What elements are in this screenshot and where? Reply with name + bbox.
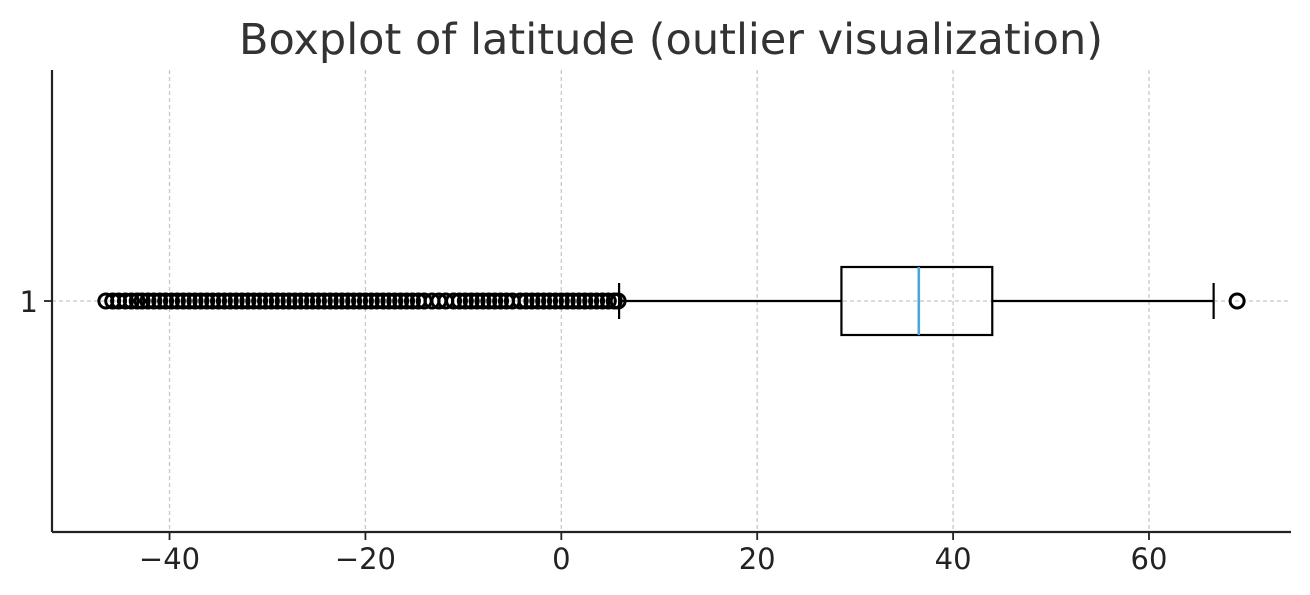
- outlier-point: [474, 292, 492, 310]
- outlier-point: [251, 292, 269, 310]
- outlier-point: [122, 292, 140, 310]
- outlier-point: [492, 292, 510, 310]
- outlier-point: [529, 292, 547, 310]
- outlier-point: [570, 292, 588, 310]
- outlier-point: [535, 292, 553, 310]
- outlier-point: [116, 292, 134, 310]
- outlier-point: [546, 292, 564, 310]
- outlier-point: [245, 292, 263, 310]
- tick-labels: −40 −20 0 20 40 60 1: [20, 285, 1168, 576]
- outlier-point: [558, 292, 576, 310]
- outlier-point: [151, 292, 169, 310]
- outlier-point: [145, 292, 163, 310]
- box-group: [617, 265, 1215, 337]
- outlier-point: [480, 292, 498, 310]
- outlier-point: [192, 292, 210, 310]
- outlier-point: [1228, 292, 1246, 310]
- outlier-point: [564, 292, 582, 310]
- outlier-point: [180, 292, 198, 310]
- outlier-point: [321, 292, 339, 310]
- outlier-point: [403, 292, 421, 310]
- outlier-point: [386, 292, 404, 310]
- outlier-point: [468, 292, 486, 310]
- outlier-point: [274, 292, 292, 310]
- outlier-point: [599, 292, 617, 310]
- outlier-point: [582, 292, 600, 310]
- outlier-point: [362, 292, 380, 310]
- outlier-point: [309, 292, 327, 310]
- outlier-point: [445, 292, 463, 310]
- x-tick-label: 20: [739, 542, 776, 576]
- outlier-point: [552, 292, 570, 310]
- y-tick-label: 1: [20, 285, 38, 319]
- outlier-point: [128, 292, 146, 310]
- outlier-point: [593, 292, 611, 310]
- outlier-point: [456, 292, 474, 310]
- outlier-point: [517, 292, 535, 310]
- outlier-point: [198, 292, 216, 310]
- outlier-point: [511, 292, 529, 310]
- outlier-point: [268, 292, 286, 310]
- outlier-point: [157, 292, 175, 310]
- outlier-point: [398, 292, 416, 310]
- outlier-point: [374, 292, 392, 310]
- outlier-point: [351, 292, 369, 310]
- outlier-point: [356, 292, 374, 310]
- outlier-point: [162, 292, 180, 310]
- outlier-point: [486, 292, 504, 310]
- outlier-point: [204, 292, 222, 310]
- outlier-point: [292, 292, 310, 310]
- x-tick-label: −20: [335, 542, 396, 576]
- outlier-point: [327, 292, 345, 310]
- outlier-point: [345, 292, 363, 310]
- outlier-point: [541, 292, 559, 310]
- outlier-point: [298, 292, 316, 310]
- outlier-point: [339, 292, 357, 310]
- outlier-point: [174, 292, 192, 310]
- outlier-point: [523, 292, 541, 310]
- outlier-point: [380, 292, 398, 310]
- outlier-point: [227, 292, 245, 310]
- outlier-point: [139, 292, 157, 310]
- outlier-point: [588, 292, 606, 310]
- outlier-point: [576, 292, 594, 310]
- outlier-point: [133, 292, 151, 310]
- chart-title: Boxplot of latitude (outlier visualizati…: [239, 15, 1103, 65]
- outlier-point: [221, 292, 239, 310]
- outlier-point: [280, 292, 298, 310]
- outlier-point: [233, 292, 251, 310]
- outlier-point: [304, 292, 322, 310]
- x-tick-label: 60: [1131, 542, 1168, 576]
- outlier-point: [215, 292, 233, 310]
- outlier-point: [609, 292, 627, 310]
- x-tick-label: 0: [552, 542, 570, 576]
- outlier-point: [186, 292, 204, 310]
- outlier-point: [210, 292, 228, 310]
- outlier-point: [239, 292, 257, 310]
- outlier-point: [168, 292, 186, 310]
- x-tick-label: 40: [935, 542, 972, 576]
- outlier-point: [368, 292, 386, 310]
- outlier-point: [257, 292, 275, 310]
- outlier-point: [315, 292, 333, 310]
- outlier-point: [286, 292, 304, 310]
- outlier-point: [262, 292, 280, 310]
- outlier-point: [450, 292, 468, 310]
- outlier-point: [333, 292, 351, 310]
- outlier-point: [462, 292, 480, 310]
- iqr-box: [840, 265, 994, 337]
- x-tick-label: −40: [139, 542, 200, 576]
- outlier-point: [392, 292, 410, 310]
- outlier-points: [97, 292, 1246, 310]
